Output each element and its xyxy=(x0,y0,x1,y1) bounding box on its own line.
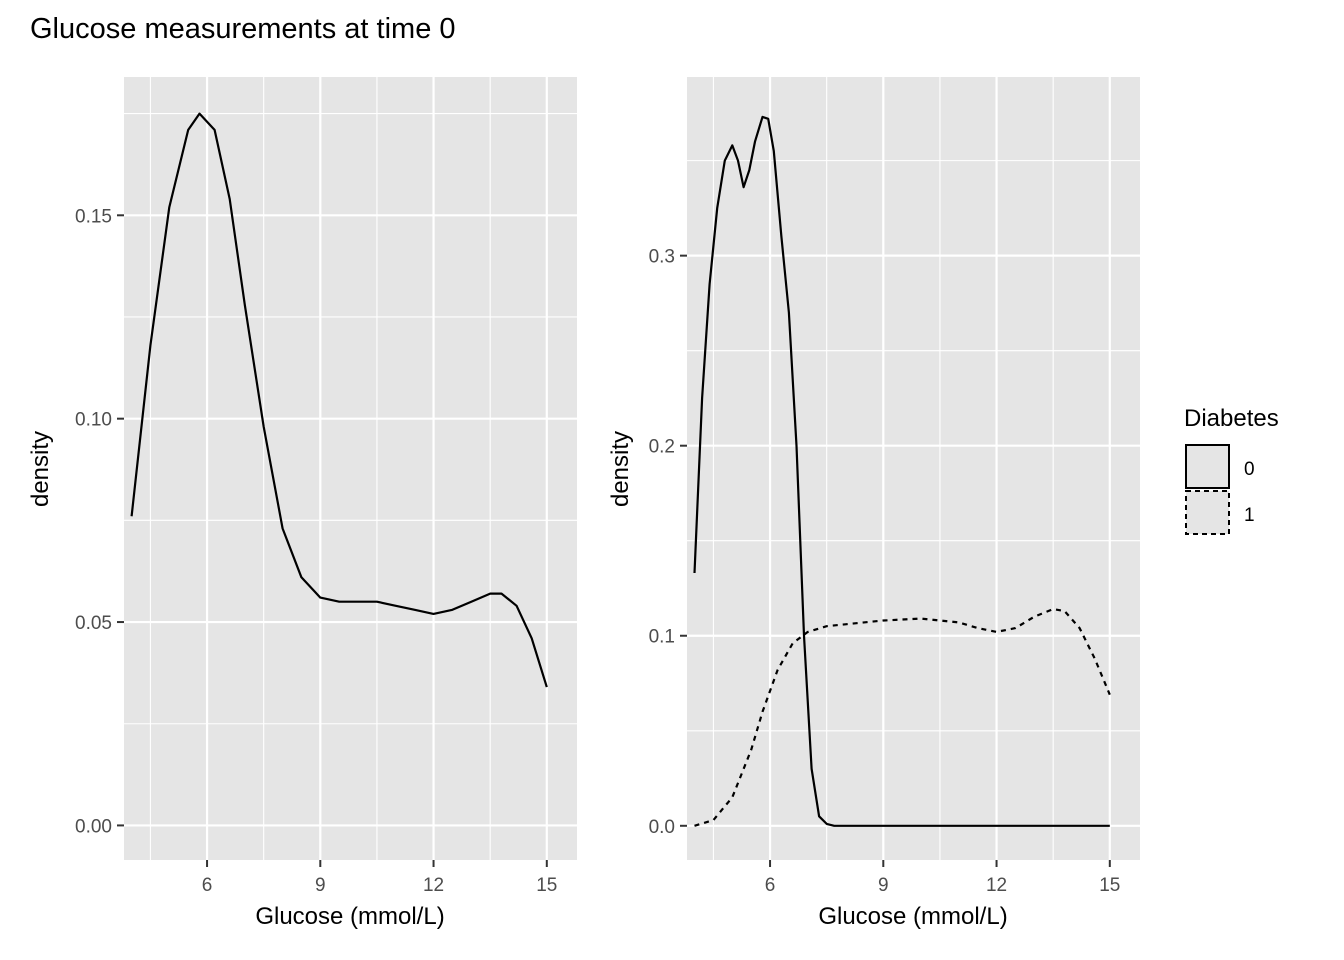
right-x-tick-labels: 6 9 12 15 xyxy=(765,875,1121,896)
right-chart: 0.0 0.1 0.2 0.3 6 9 12 15 Glucose (mmol/L) den… xyxy=(607,77,1140,930)
left-y-tick-label: 0.00 xyxy=(75,816,112,837)
left-series-group xyxy=(130,112,548,688)
right-plot-panel xyxy=(687,77,1140,860)
left-plot-panel xyxy=(124,77,577,860)
right-x-axis-label: Glucose (mmol/L) xyxy=(818,903,1007,930)
legend-title: Diabetes xyxy=(1184,405,1279,432)
right-y-tick-labels: 0.0 0.1 0.2 0.3 xyxy=(649,247,675,838)
left-y-tick-label: 0.15 xyxy=(75,206,112,227)
right-y-tick-label: 0.0 xyxy=(649,817,675,838)
legend-entry-1: 1 xyxy=(1185,490,1255,535)
right-y-tick-label: 0.1 xyxy=(649,627,675,648)
left-x-tick-label: 6 xyxy=(202,875,213,896)
left-x-tick-label: 9 xyxy=(315,875,326,896)
right-series-line-0 xyxy=(693,115,1110,827)
right-series-line-1 xyxy=(694,608,1111,827)
right-axis-ticks xyxy=(680,254,1111,867)
legend-key-1 xyxy=(1185,490,1230,535)
left-series-line-0 xyxy=(130,112,548,688)
legend-label-1: 1 xyxy=(1244,505,1255,526)
legend: Diabetes 0 1 xyxy=(1184,405,1279,535)
legend-entry-0: 0 xyxy=(1185,444,1255,489)
right-x-tick-label: 15 xyxy=(1099,875,1120,896)
legend-key-0 xyxy=(1185,444,1230,489)
right-y-axis-label: density xyxy=(607,431,634,507)
left-chart: 0.00 0.05 0.10 0.15 6 9 12 15 Glucose (mmol/L)… xyxy=(27,77,577,930)
right-y-tick-label: 0.3 xyxy=(649,247,675,268)
left-y-axis-label: density xyxy=(27,431,54,507)
legend-label-0: 0 xyxy=(1244,459,1255,480)
right-x-tick-label: 6 xyxy=(765,875,776,896)
right-series-group xyxy=(693,115,1111,827)
left-y-tick-label: 0.10 xyxy=(75,410,112,431)
left-x-axis-label: Glucose (mmol/L) xyxy=(255,903,444,930)
left-x-tick-labels: 6 9 12 15 xyxy=(202,875,558,896)
left-gridlines xyxy=(124,77,577,860)
right-x-tick-label: 12 xyxy=(986,875,1007,896)
right-x-tick-label: 9 xyxy=(878,875,889,896)
figure-title: Glucose measurements at time 0 xyxy=(30,13,456,45)
left-axis-ticks xyxy=(117,214,548,867)
left-x-tick-label: 12 xyxy=(423,875,444,896)
right-y-tick-label: 0.2 xyxy=(649,437,675,458)
left-y-tick-labels: 0.00 0.05 0.10 0.15 xyxy=(75,206,112,837)
left-y-tick-label: 0.05 xyxy=(75,613,112,634)
left-x-tick-label: 15 xyxy=(536,875,557,896)
